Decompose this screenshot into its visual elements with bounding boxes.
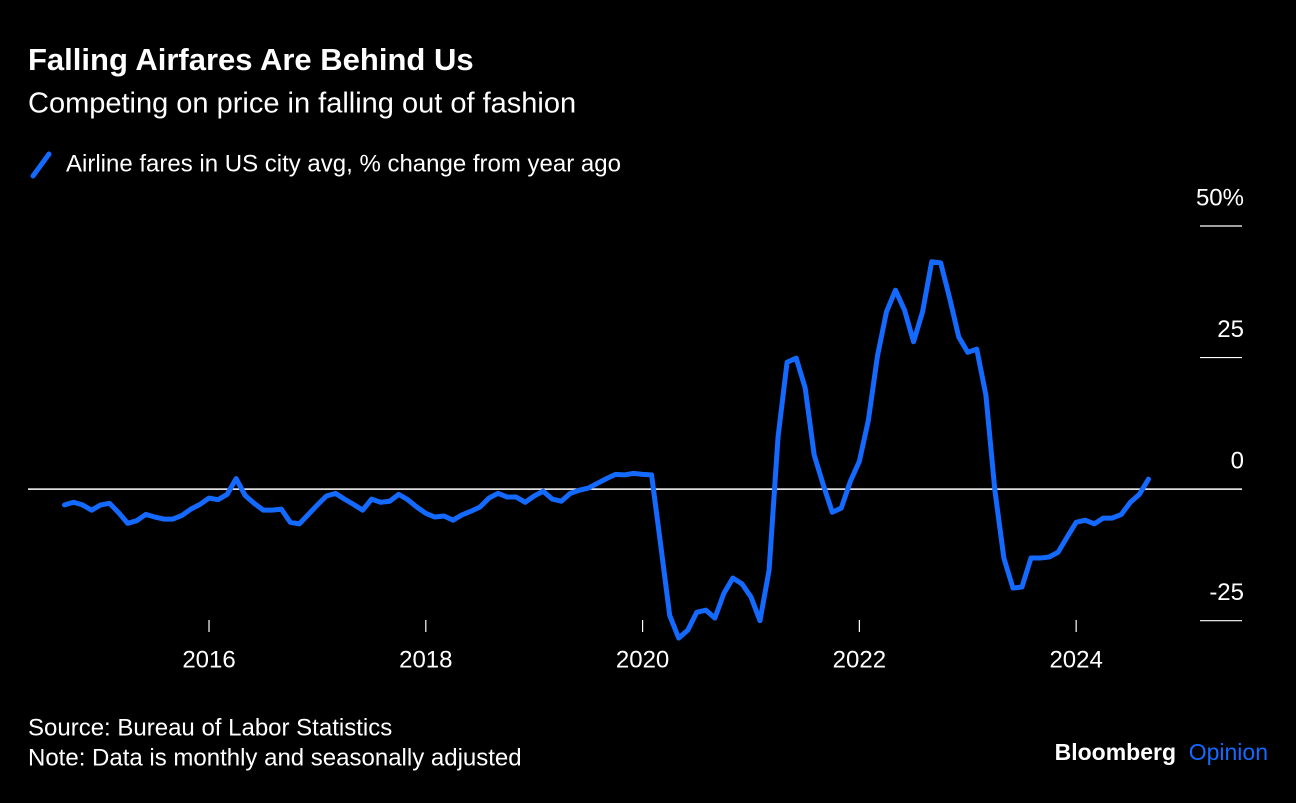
y-tick-label: 25: [1217, 316, 1244, 343]
brand: Bloomberg: [1055, 739, 1176, 765]
x-tick-label: 2022: [833, 646, 886, 673]
legend-swatch: [30, 151, 52, 179]
x-tick-label: 2016: [182, 646, 235, 673]
y-tick-label: 0: [1231, 447, 1244, 474]
note: Note: Data is monthly and seasonally adj…: [28, 744, 522, 771]
x-tick-label: 2024: [1049, 646, 1102, 673]
source: Source: Bureau of Labor Statistics: [28, 714, 392, 741]
legend-label: Airline fares in US city avg, % change f…: [66, 150, 621, 177]
chart-title: Falling Airfares Are Behind Us: [28, 42, 474, 77]
x-tick-label: 2020: [616, 646, 669, 673]
brand-accent: Opinion: [1189, 739, 1268, 765]
x-tick-label: 2018: [399, 646, 452, 673]
y-tick-label: 50%: [1196, 184, 1244, 211]
chart-subtitle: Competing on price in falling out of fas…: [28, 88, 576, 120]
y-tick-label: -25: [1209, 579, 1244, 606]
data-line: [62, 259, 1151, 641]
